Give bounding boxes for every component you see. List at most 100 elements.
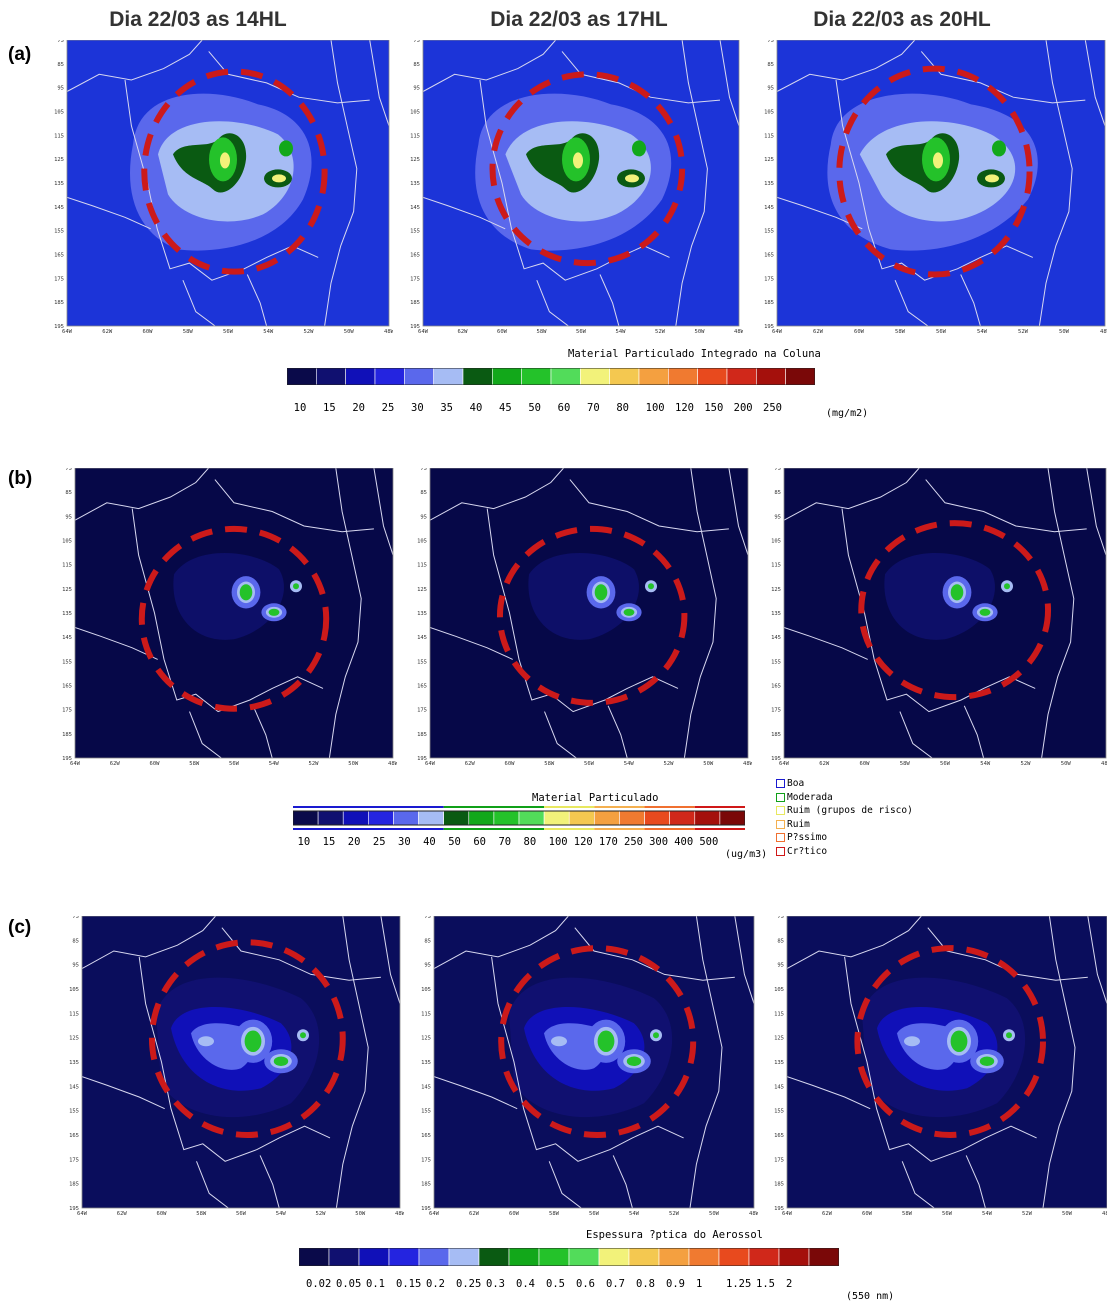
pollution-plume <box>156 977 320 1118</box>
colorbar-swatch <box>808 1247 840 1267</box>
colorbar-a-title: Material Particulado Integrado na Coluna <box>568 348 821 360</box>
colorbar-tick-label: 200 <box>733 402 753 414</box>
x-tick-label: 60W <box>505 761 516 767</box>
x-tick-label: 54W <box>624 761 635 767</box>
y-tick-label: 125 <box>764 157 774 163</box>
border-west <box>434 1076 518 1110</box>
y-tick-label: 195 <box>774 1206 784 1212</box>
x-tick-label: 54W <box>980 761 991 767</box>
x-tick-label: 58W <box>189 761 200 767</box>
y-tick-label: 135 <box>54 181 64 187</box>
highlight-circle <box>496 525 688 706</box>
pollution-plume <box>862 977 1026 1118</box>
y-tick-label: 125 <box>771 587 781 593</box>
colorbar-b-title: Material Particulado <box>532 792 659 804</box>
border-far-east <box>1087 916 1107 1004</box>
x-tick-label: 52W <box>655 329 666 335</box>
air-quality-legend-item: Ruim (grupos de risco) <box>776 805 913 816</box>
colorbar-swatch <box>286 367 317 386</box>
x-tick-label: 54W <box>982 1211 993 1217</box>
colorbar-tick-label: 400 <box>674 836 694 848</box>
pollution-plume <box>509 977 673 1118</box>
colorbar-swatch <box>550 367 581 386</box>
colorbar-tick-label: 300 <box>649 836 669 848</box>
border-far-east <box>373 468 393 556</box>
colorbar-tick-label: 60 <box>473 836 486 848</box>
colorbar-tick-label: 100 <box>645 402 665 414</box>
border-east <box>1038 40 1073 326</box>
y-tick-label: 195 <box>62 756 72 762</box>
x-tick-label: 48W <box>749 1211 758 1217</box>
x-tick-label: 56W <box>584 761 595 767</box>
y-tick-label: 155 <box>410 229 420 235</box>
x-tick-label: 54W <box>276 1211 287 1217</box>
x-tick-label: 56W <box>589 1211 600 1217</box>
x-tick-label: 60W <box>143 329 154 335</box>
y-tick-label: 115 <box>62 563 72 569</box>
highlight-circle <box>498 945 697 1138</box>
y-tick-label: 175 <box>764 276 774 282</box>
x-tick-label: 50W <box>344 329 355 335</box>
x-tick-label: 56W <box>936 329 947 335</box>
border-south <box>899 711 933 758</box>
border-south <box>548 1161 582 1208</box>
y-tick-label: 185 <box>69 1182 79 1188</box>
y-tick-label: 105 <box>774 987 784 993</box>
x-tick-label: 62W <box>813 329 824 335</box>
air-quality-legend-item: Ruim <box>776 819 810 830</box>
colorbar-tick-label: 40 <box>423 836 436 848</box>
x-tick-label: 50W <box>703 761 714 767</box>
x-tick-label: 50W <box>1059 329 1070 335</box>
colorbar-swatch <box>594 810 620 826</box>
air-quality-legend-item: Cr?tico <box>776 846 827 857</box>
border-state-south <box>841 508 1036 713</box>
pollution-plume <box>475 93 672 251</box>
y-tick-label: 105 <box>421 987 431 993</box>
border-west <box>430 627 513 660</box>
y-tick-label: 155 <box>774 1109 784 1115</box>
y-tick-label: 95 <box>420 514 427 520</box>
x-tick-label: 48W <box>734 329 743 335</box>
border-west <box>784 627 868 660</box>
y-tick-label: 115 <box>417 563 427 569</box>
x-tick-label: 54W <box>629 1211 640 1217</box>
row-label-b: (b) <box>8 468 33 489</box>
border-south-2 <box>607 705 628 758</box>
legend-label: Cr?tico <box>787 845 828 857</box>
border-state-south <box>844 956 1037 1162</box>
x-tick-label: 60W <box>497 329 508 335</box>
y-tick-label: 85 <box>420 490 427 496</box>
plume-spot-core <box>648 583 654 590</box>
y-tick-label: 155 <box>62 659 72 665</box>
y-tick-label: 185 <box>771 732 781 738</box>
colorbar-swatch <box>328 1247 360 1267</box>
colorbar-tick-label: 0.05 <box>336 1278 362 1290</box>
y-tick-label: 165 <box>54 253 64 259</box>
colorbar-swatches <box>292 806 746 830</box>
colorbar-swatch <box>669 810 696 826</box>
border-far-east <box>380 916 400 1004</box>
y-tick-label: 95 <box>72 963 79 969</box>
colorbar-tick-label: 0.1 <box>366 1278 385 1290</box>
plume-core-2 <box>626 1056 642 1067</box>
highlight-circle <box>836 65 1033 278</box>
colorbar-tick-label: 0.4 <box>516 1278 535 1290</box>
colorbar-tick-label: 1.25 <box>726 1278 752 1290</box>
colorbar-swatch <box>658 1247 690 1267</box>
y-tick-label: 195 <box>417 756 427 762</box>
colorbar-a-unit: (mg/m2) <box>826 408 869 419</box>
border-west <box>787 1076 871 1110</box>
x-tick-label: 58W <box>537 329 548 335</box>
row-label-c: (c) <box>8 917 32 938</box>
colorbar-tick-label: 50 <box>528 402 541 414</box>
y-tick-label: 85 <box>57 62 64 68</box>
y-tick-label: 155 <box>764 229 774 235</box>
map-frame <box>433 916 755 1209</box>
colorbar-swatch <box>609 367 640 386</box>
colorbar-tick-label: 45 <box>499 402 512 414</box>
y-tick-label: 105 <box>417 539 427 545</box>
x-tick-label: 52W <box>304 329 315 335</box>
